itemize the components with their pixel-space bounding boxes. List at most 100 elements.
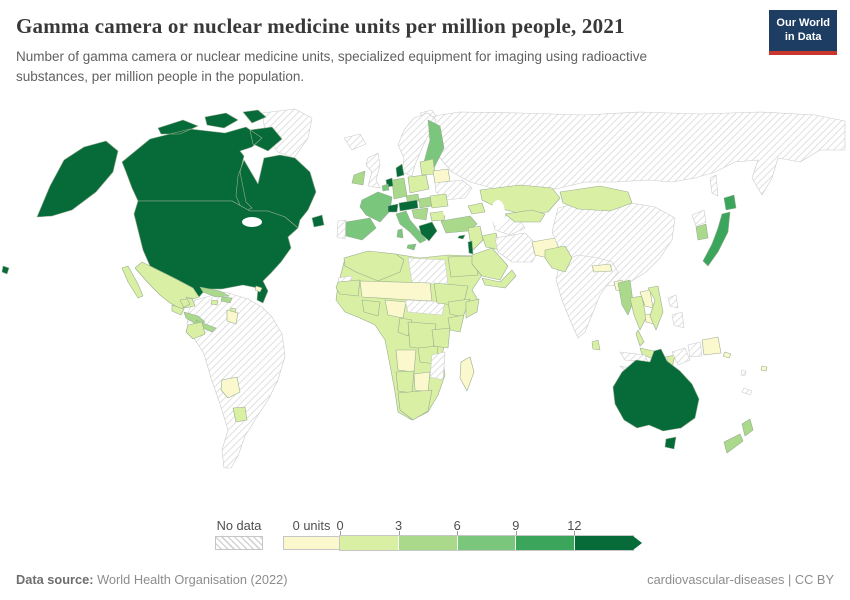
- country-guyana[interactable]: [226, 309, 239, 325]
- country-north-korea[interactable]: [691, 209, 707, 227]
- country-poland[interactable]: [407, 174, 430, 194]
- country-fiji[interactable]: [760, 365, 768, 372]
- legend-segment-3-6[interactable]: [398, 536, 458, 550]
- country-paraguay[interactable]: [220, 376, 241, 399]
- data-source-value: World Health Organisation (2022): [93, 572, 288, 587]
- country-russia[interactable]: [419, 111, 846, 197]
- country-italy[interactable]: [395, 210, 427, 251]
- country-philippines[interactable]: [667, 294, 685, 329]
- country-vanuatu[interactable]: [740, 369, 747, 377]
- legend-segment-0-3[interactable]: [340, 536, 399, 550]
- legend-segment-9-12[interactable]: [516, 536, 576, 550]
- chart-footer: Data source: World Health Organisation (…: [16, 572, 834, 587]
- country-bulgaria[interactable]: [429, 210, 447, 222]
- country-mauritania-senegal[interactable]: [335, 279, 361, 297]
- country-cyprus[interactable]: [457, 234, 466, 240]
- country-belgium[interactable]: [381, 183, 390, 192]
- legend-tick-mark: [398, 531, 400, 536]
- map-legend: No data 0 units 0 3 6 9 12: [0, 515, 850, 560]
- country-vietnam[interactable]: [647, 285, 664, 331]
- country-papua-new-guinea[interactable]: [701, 336, 722, 356]
- country-nigeria[interactable]: [384, 299, 407, 319]
- legend-tick-6: 6: [453, 518, 461, 533]
- country-libya[interactable]: [407, 257, 449, 286]
- country-namibia[interactable]: [395, 370, 415, 394]
- country-madagascar[interactable]: [459, 356, 475, 392]
- legend-color-bar[interactable]: [340, 536, 633, 550]
- legend-tick-mark: [457, 531, 459, 536]
- country-uzbekistan-kyrgyzstan[interactable]: [504, 209, 546, 223]
- country-ghana[interactable]: [361, 299, 381, 317]
- legend-tick-3: 3: [395, 518, 403, 533]
- country-nepal[interactable]: [591, 263, 613, 273]
- country-portugal[interactable]: [336, 219, 347, 240]
- country-jamaica[interactable]: [210, 299, 219, 306]
- country-angola[interactable]: [395, 349, 417, 373]
- country-caucasus[interactable]: [467, 202, 486, 215]
- country-new-zealand[interactable]: [723, 418, 754, 454]
- country-belarus[interactable]: [432, 168, 451, 184]
- legend-segment-6-9[interactable]: [457, 536, 517, 550]
- country-israel[interactable]: [467, 240, 474, 255]
- country-egypt[interactable]: [447, 255, 479, 278]
- country-sri-lanka[interactable]: [591, 339, 601, 351]
- legend-tick-9: 9: [512, 518, 520, 533]
- country-mexico[interactable]: [121, 261, 200, 310]
- country-iceland[interactable]: [343, 133, 367, 151]
- country-yemen-oman[interactable]: [481, 269, 517, 289]
- legend-tick-12: 12: [567, 518, 582, 533]
- country-japan[interactable]: [702, 194, 737, 267]
- legend-segment-12plus[interactable]: [575, 536, 633, 550]
- country-bahamas[interactable]: [254, 285, 263, 293]
- legend-zero-swatch[interactable]: [283, 536, 340, 550]
- country-pakistan[interactable]: [544, 245, 573, 273]
- country-ireland[interactable]: [351, 170, 366, 186]
- country-switzerland[interactable]: [387, 203, 399, 213]
- country-austria[interactable]: [398, 199, 419, 212]
- country-kenya[interactable]: [447, 314, 465, 333]
- country-denmark[interactable]: [395, 163, 405, 178]
- country-mali-niger-chad[interactable]: [359, 280, 433, 302]
- country-western-balkans[interactable]: [411, 207, 429, 221]
- country-saudi-arabia[interactable]: [471, 247, 509, 281]
- country-thailand[interactable]: [629, 295, 647, 347]
- country-canada[interactable]: [36, 109, 325, 229]
- country-germany[interactable]: [391, 177, 408, 200]
- country-solomon-islands[interactable]: [722, 351, 732, 359]
- country-south-korea[interactable]: [695, 223, 709, 241]
- chart-subtitle: Number of gamma camera or nuclear medici…: [16, 49, 648, 84]
- country-hispaniola[interactable]: [220, 296, 233, 304]
- country-mongolia[interactable]: [559, 185, 633, 212]
- country-car-south-sudan[interactable]: [404, 299, 446, 316]
- country-spain[interactable]: [345, 217, 377, 241]
- country-cuba[interactable]: [199, 286, 230, 298]
- country-greece[interactable]: [418, 221, 438, 242]
- country-south-africa[interactable]: [397, 389, 433, 421]
- country-baltic-states[interactable]: [419, 158, 436, 176]
- country-united-kingdom[interactable]: [365, 152, 381, 189]
- country-morocco-algeria[interactable]: [343, 250, 405, 282]
- country-mozambique-zimbabwe[interactable]: [429, 351, 446, 381]
- legend-no-data-label: No data: [216, 518, 262, 533]
- country-guatemala[interactable]: [171, 304, 185, 316]
- country-iran[interactable]: [494, 232, 541, 263]
- country-romania[interactable]: [429, 193, 449, 209]
- country-india[interactable]: [555, 254, 619, 339]
- chart-header: Gamma camera or nuclear medicine units p…: [16, 14, 750, 86]
- license-note[interactable]: cardiovascular-diseases | CC BY: [647, 572, 834, 587]
- country-dr-congo[interactable]: [407, 321, 437, 351]
- country-somalia[interactable]: [465, 298, 480, 319]
- country-australia[interactable]: [612, 348, 700, 450]
- country-tanzania[interactable]: [431, 327, 451, 349]
- country-uruguay[interactable]: [232, 406, 248, 423]
- legend-no-data-swatch[interactable]: [215, 536, 263, 550]
- country-slovakia-hungary[interactable]: [418, 196, 433, 209]
- country-botswana[interactable]: [413, 371, 431, 393]
- country-new-caledonia[interactable]: [741, 387, 753, 396]
- country-myanmar[interactable]: [617, 279, 634, 316]
- country-france[interactable]: [359, 191, 393, 223]
- owid-logo[interactable]: Our World in Data: [769, 10, 837, 55]
- country-ecuador[interactable]: [185, 321, 206, 340]
